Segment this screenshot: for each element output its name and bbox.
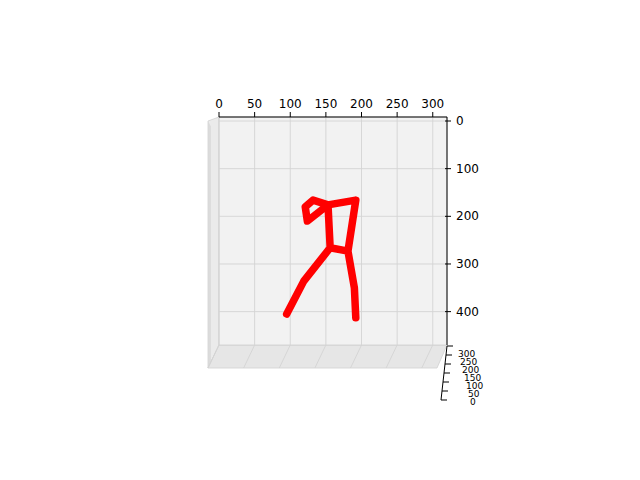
- y-grid-line: [219, 263, 447, 264]
- y-tick-label: 100: [456, 162, 479, 176]
- z-tick: [441, 400, 447, 401]
- y-tick: [445, 263, 451, 264]
- z-tick: [446, 355, 452, 356]
- x-grid-line-bottom: [244, 345, 255, 368]
- y-tick: [445, 311, 451, 312]
- side-grid: [209, 123, 210, 366]
- y-tick-label: 200: [456, 209, 479, 223]
- x-grid-line-bottom: [208, 345, 219, 368]
- y-axis-line: [447, 117, 448, 345]
- z-tick: [442, 391, 448, 392]
- series-line: [287, 200, 356, 318]
- x-tick-label: 100: [279, 97, 302, 111]
- side-grid: [208, 122, 209, 367]
- x-tick: [397, 112, 398, 117]
- x-grid-line: [219, 117, 220, 345]
- y-tick: [445, 216, 451, 217]
- x-grid-line-bottom: [386, 345, 397, 368]
- x-grid-line: [397, 117, 398, 345]
- x-tick: [432, 112, 433, 117]
- z-tick: [443, 382, 449, 383]
- x-tick-label: 150: [314, 97, 337, 111]
- bottom-pane: [208, 345, 447, 368]
- z-tick: [447, 346, 453, 347]
- y-tick-label: 300: [456, 257, 479, 271]
- x-grid-line: [361, 117, 362, 345]
- x-grid-line-bottom: [351, 345, 362, 368]
- chart-svg: 0501001502002503000100200300400050100150…: [0, 0, 640, 480]
- x-tick-label: 200: [350, 97, 373, 111]
- plot-area: [287, 200, 356, 318]
- x-tick-label: 50: [247, 97, 262, 111]
- x-tick-label: 0: [215, 97, 223, 111]
- chart-container: 0501001502002503000100200300400050100150…: [0, 0, 640, 480]
- x-grid-line: [254, 117, 255, 345]
- side-grid: [210, 125, 211, 364]
- x-tick: [219, 112, 220, 117]
- y-tick: [445, 121, 451, 122]
- x-axis-line: [219, 117, 447, 118]
- x-tick: [325, 112, 326, 117]
- x-grid-line: [432, 117, 433, 345]
- x-tick: [361, 112, 362, 117]
- y-grid-line: [219, 216, 447, 217]
- front-pane: [219, 117, 447, 345]
- y-tick-label: 0: [456, 114, 464, 128]
- x-grid-line-bottom: [279, 345, 290, 368]
- side-grid: [210, 126, 211, 363]
- z-tick: [444, 373, 450, 374]
- x-tick-label: 250: [386, 97, 409, 111]
- z-tick-label: 300: [458, 349, 475, 359]
- y-grid-line: [219, 311, 447, 312]
- side-grid: [209, 124, 210, 365]
- x-tick: [254, 112, 255, 117]
- y-grid-line: [219, 121, 447, 122]
- y-grid-line: [219, 168, 447, 169]
- x-grid-line-bottom: [315, 345, 326, 368]
- side-pane: [208, 117, 219, 368]
- y-tick-label: 400: [456, 305, 479, 319]
- z-tick: [445, 364, 451, 365]
- x-grid-line-bottom: [422, 345, 433, 368]
- x-tick-label: 300: [421, 97, 444, 111]
- x-tick: [290, 112, 291, 117]
- y-tick: [445, 168, 451, 169]
